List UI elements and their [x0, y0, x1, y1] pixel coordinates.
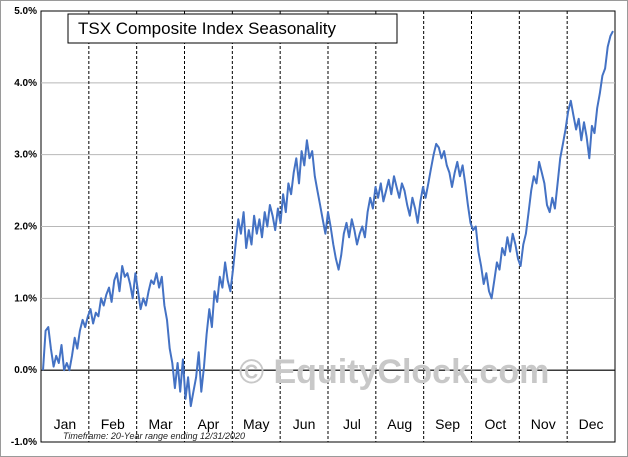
- month-gridlines: [88, 11, 568, 442]
- month-label: Sep: [435, 416, 460, 432]
- month-label: Feb: [101, 416, 125, 432]
- month-label: Oct: [485, 416, 507, 432]
- y-tick-label: 0.0%: [14, 365, 37, 376]
- month-label: Aug: [387, 416, 412, 432]
- y-tick-label: 5.0%: [14, 6, 37, 17]
- timeframe-footnote: Timeframe: 20-Year range ending 12/31/20…: [63, 431, 245, 441]
- month-label: Jun: [293, 416, 316, 432]
- watermark-text: © EquityClock.com: [239, 353, 549, 391]
- y-tick-label: 2.0%: [14, 222, 37, 233]
- y-tick-label: 4.0%: [14, 78, 37, 89]
- chart-title: TSX Composite Index Seasonality: [78, 19, 336, 38]
- month-labels: Jan Feb Mar Apr May Jun Jul Aug Sep Oct Nov Dec: [54, 416, 604, 432]
- series-line: [42, 30, 614, 408]
- month-label: May: [243, 416, 269, 432]
- month-label: Jan: [54, 416, 77, 432]
- title-box: [67, 13, 398, 44]
- y-tick-label: 3.0%: [14, 150, 37, 161]
- y-tick-label: -1.0%: [11, 437, 37, 448]
- month-label: Jul: [343, 416, 361, 432]
- month-label: Dec: [579, 416, 604, 432]
- y-tick-label: 1.0%: [14, 293, 37, 304]
- month-label: Nov: [531, 416, 556, 432]
- y-axis-tick-labels: -1.0% 0.0% 1.0% 2.0% 3.0% 4.0% 5.0%: [11, 6, 37, 448]
- month-label: Mar: [149, 416, 173, 432]
- month-label: Apr: [198, 416, 220, 432]
